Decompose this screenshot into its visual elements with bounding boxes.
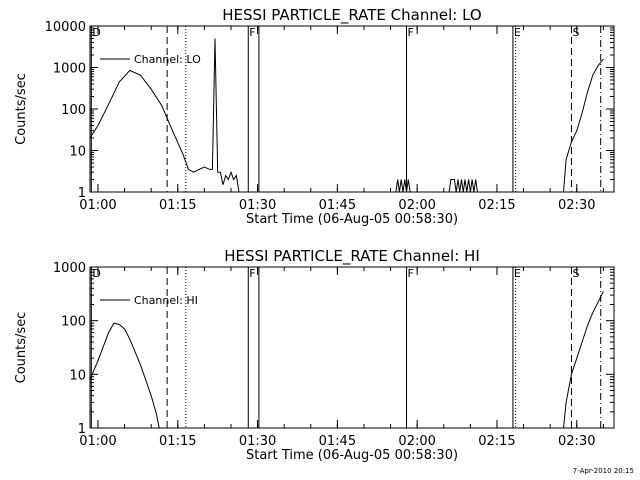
chart-title: HESSI PARTICLE_RATE Channel: LO — [222, 6, 481, 25]
x-axis-label: Start Time (06-Aug-05 00:58:30) — [246, 448, 458, 463]
y-tick-label: 1000 — [53, 261, 86, 276]
series-line-segment — [89, 38, 240, 193]
legend-label: Channel: HI — [134, 294, 198, 307]
y-tick-label: 10 — [69, 145, 86, 160]
event-marker-label: F — [408, 267, 414, 280]
x-tick-label: 02:15 — [478, 198, 515, 213]
x-tick-label: 02:30 — [558, 198, 595, 213]
event-marker-label: S — [572, 267, 579, 280]
x-tick-label: 02:30 — [558, 434, 595, 449]
y-tick-label: 1 — [78, 186, 86, 201]
x-tick-label: 02:15 — [478, 434, 515, 449]
series-line-segment — [563, 291, 604, 429]
x-axis-label: Start Time (06-Aug-05 00:58:30) — [246, 212, 458, 227]
series-line-segment — [89, 322, 160, 429]
x-tick-label: 01:30 — [239, 434, 276, 449]
y-tick-label: 1 — [78, 422, 86, 437]
y-axis-label: Counts/sec — [14, 312, 29, 384]
x-tick-label: 01:15 — [159, 198, 196, 213]
x-tick-label: 01:15 — [159, 434, 196, 449]
panel-hi: HESSI PARTICLE_RATE Channel: HI 01:00 01:1… — [14, 247, 615, 463]
event-marker-label: F — [249, 267, 255, 280]
x-tick-label: 01:00 — [79, 198, 116, 213]
x-tick-label: 02:00 — [398, 198, 435, 213]
x-tick-label: 01:30 — [239, 198, 276, 213]
panel-lo: HESSI PARTICLE_RATE Channel: LO 01:00 01:1… — [14, 6, 615, 227]
y-tick-label: 10 — [69, 368, 86, 383]
series-line-segment — [563, 58, 604, 193]
x-tick-label: 02:00 — [398, 434, 435, 449]
legend-label: Channel: LO — [134, 53, 201, 66]
event-marker-label: E — [514, 26, 521, 39]
event-marker-label: S — [572, 26, 579, 39]
y-tick-label: 1000 — [53, 62, 86, 77]
event-marker-label: D — [92, 26, 100, 39]
chart-title: HESSI PARTICLE_RATE Channel: HI — [224, 247, 480, 266]
y-axis-label: Counts/sec — [14, 73, 29, 145]
x-tick-label: 01:00 — [79, 434, 116, 449]
x-tick-label: 01:45 — [319, 434, 356, 449]
plot-frame — [89, 266, 615, 429]
event-marker-label: F — [408, 26, 414, 39]
series-line-segment — [395, 179, 411, 193]
event-marker-label: E — [514, 267, 521, 280]
x-tick-label: 01:45 — [319, 198, 356, 213]
timestamp-stamp: 7-Apr-2010 20:15 — [572, 467, 634, 475]
series-line-segment — [448, 179, 478, 193]
event-marker-label: F — [249, 26, 255, 39]
y-tick-label: 10000 — [45, 20, 86, 35]
event-marker-label: D — [92, 267, 100, 280]
y-tick-label: 100 — [61, 103, 86, 118]
y-tick-label: 100 — [61, 315, 86, 330]
